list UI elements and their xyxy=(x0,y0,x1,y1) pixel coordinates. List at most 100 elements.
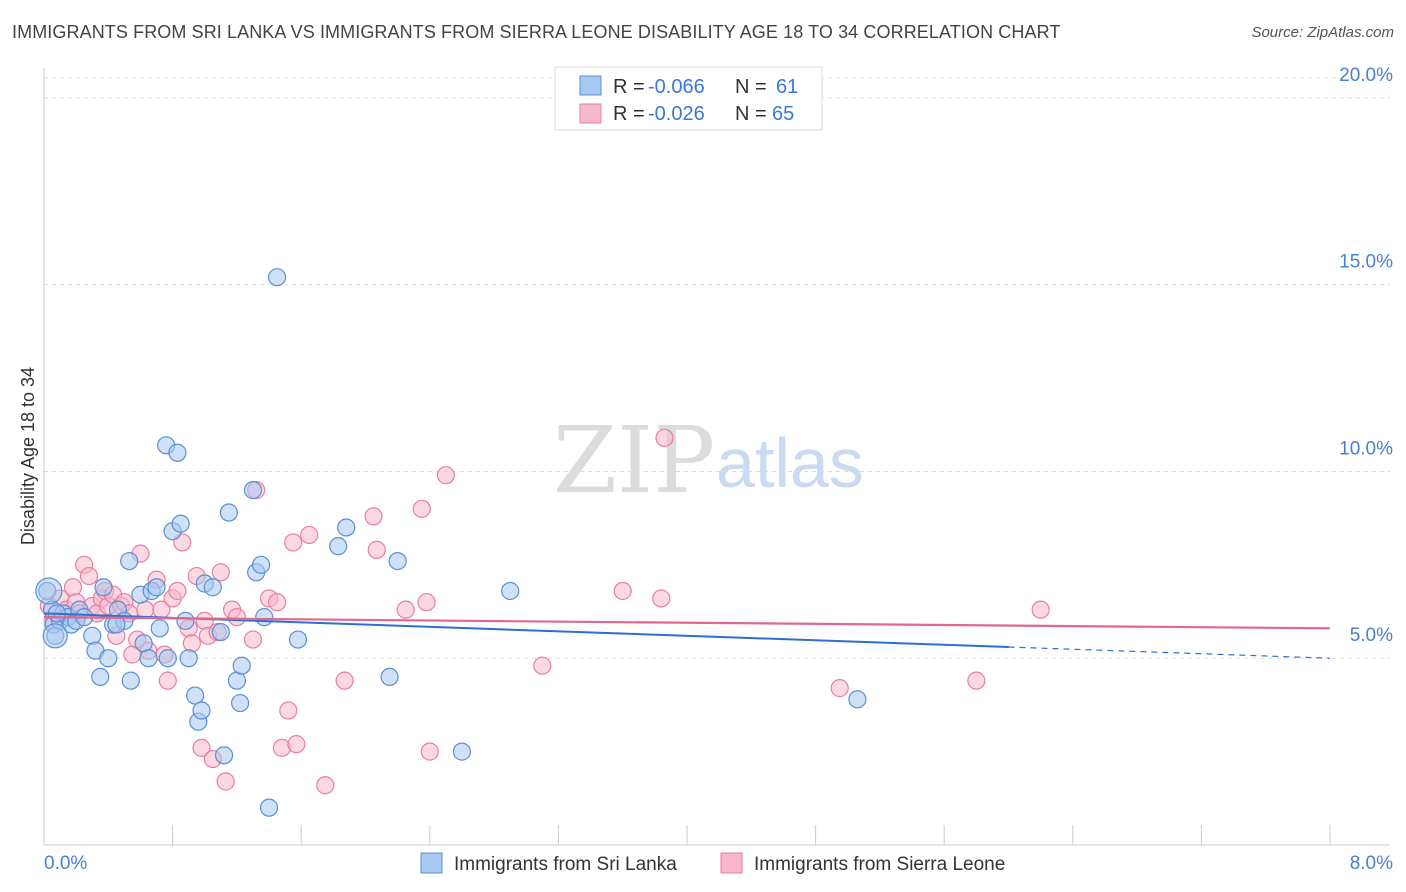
sri-lanka-point xyxy=(848,690,867,709)
y-tick-labels: 5.0% 10.0% 15.0% 20.0% xyxy=(1339,65,1393,646)
legend-n-value-pink: 65 xyxy=(772,103,794,125)
sri-lanka-point xyxy=(139,649,158,668)
sierra-leone-point xyxy=(396,600,415,619)
sri-lanka-point xyxy=(267,268,287,287)
sierra-leone-point xyxy=(655,428,674,447)
legend-r-value-blue: -0.066 xyxy=(648,76,705,98)
legend-r-label-pink: R = xyxy=(613,103,645,125)
sierra-leone-point xyxy=(158,671,177,690)
sierra-leone-point xyxy=(79,566,99,586)
source-label: Source: ZipAtlas.com xyxy=(1251,24,1394,41)
sierra-leone-point xyxy=(417,593,436,612)
sri-lanka-point xyxy=(179,649,198,668)
legend-swatch-blue xyxy=(579,75,602,96)
sierra-leone-point xyxy=(63,578,83,597)
trend-lines xyxy=(43,612,1331,659)
y-tick-label: 10.0% xyxy=(1339,438,1393,459)
sierra-leone-point xyxy=(227,608,246,627)
y-axis-label: Disability Age 18 to 34 xyxy=(18,367,38,545)
sri-lanka-point xyxy=(231,693,250,713)
sri-lanka-point xyxy=(380,667,399,686)
sri-lanka-point xyxy=(99,649,118,668)
sri-lanka-point xyxy=(251,555,271,574)
sri-lanka-point xyxy=(288,630,308,649)
sierra-leone-point xyxy=(652,589,671,608)
bottom-legend-label-sierra-leone: Immigrants from Sierra Leone xyxy=(754,854,1005,875)
sri-lanka-point xyxy=(259,798,279,817)
sri-lanka-point xyxy=(120,551,139,571)
sri-lanka-point xyxy=(329,537,348,556)
sri-lanka-point xyxy=(388,551,407,571)
sierra-leone-point xyxy=(279,701,298,720)
sri-lanka-point xyxy=(150,619,169,638)
sierra-leone-point xyxy=(243,630,263,649)
sri-lanka-point xyxy=(232,656,251,675)
watermark-zip: ZIP xyxy=(553,407,715,514)
legend-n-label-blue: N = xyxy=(735,76,767,98)
sri-lanka-point xyxy=(501,581,520,601)
legend-swatch-pink xyxy=(579,103,602,124)
sierra-leone-point xyxy=(335,671,354,690)
sierra-leone-point xyxy=(192,738,211,757)
sri-lanka-point xyxy=(83,626,102,645)
sierra-leone-point xyxy=(168,581,187,601)
sierra-leone-point xyxy=(1031,600,1050,619)
sierra-leone-point xyxy=(211,563,230,582)
sri-lanka-point xyxy=(203,578,222,597)
sierra-leone-point xyxy=(367,540,386,559)
sri-lanka-point xyxy=(94,578,113,597)
sri-lanka-point xyxy=(176,611,195,630)
sierra-leone-point xyxy=(300,525,319,545)
sri-lanka-point xyxy=(42,623,68,649)
sri-lanka-point xyxy=(35,577,63,605)
series-sri-lanka-points xyxy=(35,268,867,817)
bottom-legend-label-sri-lanka: Immigrants from Sri Lanka xyxy=(454,854,677,875)
sri-lanka-trend-extension xyxy=(1008,646,1331,659)
series-sierra-leone-points xyxy=(39,428,1050,795)
y-tick-label: 5.0% xyxy=(1350,625,1393,646)
sierra-leone-point xyxy=(364,507,383,526)
sierra-leone-point xyxy=(533,656,552,675)
series-legend: Immigrants from Sri Lanka Immigrants fro… xyxy=(420,852,1005,875)
sierra-leone-point xyxy=(412,499,431,518)
watermark-atlas: atlas xyxy=(716,424,864,502)
x-tick-label-min: 0.0% xyxy=(44,853,87,874)
sierra-leone-point xyxy=(284,533,303,552)
sierra-leone-point xyxy=(420,742,439,761)
sierra-leone-point xyxy=(316,776,335,795)
y-tick-label: 15.0% xyxy=(1339,252,1393,273)
legend-n-label-pink: N = xyxy=(735,103,767,125)
sri-lanka-point xyxy=(171,514,190,533)
sierra-leone-point xyxy=(436,466,455,485)
gridlines xyxy=(44,77,1390,659)
sri-lanka-point xyxy=(168,443,187,462)
sierra-leone-point xyxy=(967,671,986,690)
sri-lanka-point xyxy=(211,622,230,642)
sierra-leone-point xyxy=(182,634,201,653)
sri-lanka-point xyxy=(121,671,140,690)
sri-lanka-point xyxy=(186,686,205,705)
sri-lanka-point xyxy=(214,746,234,765)
correlation-legend: R = -0.066 N = 61 R = -0.026 N = 65 xyxy=(554,66,823,131)
sierra-leone-point xyxy=(287,735,306,754)
axes xyxy=(43,68,1390,846)
bottom-legend-swatch-sri-lanka xyxy=(420,852,443,874)
y-tick-label: 20.0% xyxy=(1339,65,1393,86)
x-tick-label-max: 8.0% xyxy=(1350,853,1393,874)
sierra-leone-point xyxy=(267,593,287,612)
legend-r-label-blue: R = xyxy=(613,76,645,98)
sri-lanka-point xyxy=(243,481,263,500)
sierra-leone-point xyxy=(216,772,235,791)
chart-title: IMMIGRANTS FROM SRI LANKA VS IMMIGRANTS … xyxy=(12,22,1061,42)
sri-lanka-point xyxy=(255,608,274,627)
sierra-leone-point xyxy=(613,581,632,601)
sri-lanka-point xyxy=(452,742,472,761)
sierra-leone-point xyxy=(830,679,849,698)
sri-lanka-point xyxy=(192,701,211,720)
sri-lanka-point xyxy=(91,667,110,686)
sierra-leone-trend-line xyxy=(43,616,1331,630)
x-ticks xyxy=(43,825,1331,845)
sri-lanka-point xyxy=(147,578,166,597)
sri-lanka-point xyxy=(219,503,238,522)
